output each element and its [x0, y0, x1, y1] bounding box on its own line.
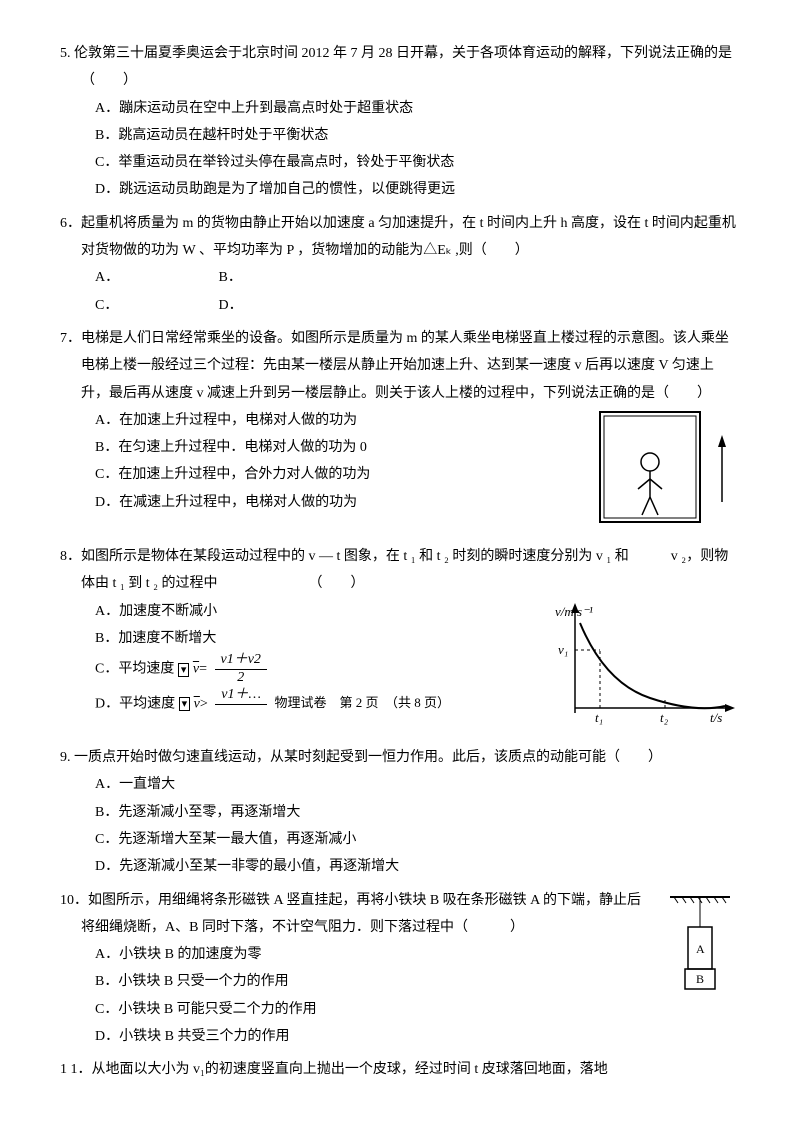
- axis-x-label: t/s: [710, 710, 722, 725]
- q8-stem: 8．如图所示是物体在某段运动过程中的 v — t 图象，在 t ₁ 和 t ₂ …: [81, 543, 740, 598]
- q7-figure: [590, 407, 740, 537]
- q8-figure: v/m·s⁻¹ v₁ t₁ t₂ t/s: [550, 598, 740, 738]
- q10-opt-d: D．小铁块 B 共受三个力的作用: [95, 1023, 650, 1050]
- question-10: 10．如图所示，用细绳将条形磁铁 A 竖直挂起，再将小铁块 B 吸在条形磁铁 A…: [60, 887, 740, 1051]
- q6-opt-b: B．: [219, 264, 339, 291]
- q8-options: A．加速度不断减小 B．加速度不断增大 C．平均速度 ▾ v= v1＋v2 2 …: [95, 598, 540, 722]
- v1-label: v₁: [558, 642, 568, 657]
- question-11: 1 1．从地面以大小为 v₁的初速度竖直向上抛出一个皮球，经过时间 t 皮球落回…: [60, 1056, 740, 1083]
- q7-options: A．在加速上升过程中，电梯对人做的功为 B．在匀速上升过程中．电梯对人做的功为 …: [95, 407, 580, 516]
- q8-c-prefix: C．平均速度: [95, 662, 174, 677]
- box-icon: ▾: [178, 663, 190, 677]
- question-6: 6．起重机将质量为 m 的货物由静止开始以加速度 a 匀加速提升，在 t 时间内…: [60, 210, 740, 319]
- q6-opt-c: C．: [95, 292, 215, 319]
- q7-opt-c: C．在加速上升过程中，合外力对人做的功为: [95, 461, 580, 488]
- q10-opt-b: B．小铁块 B 只受一个力的作用: [95, 968, 650, 995]
- q5-opt-a: A．蹦床运动员在空中上升到最高点时处于超重状态: [95, 95, 740, 122]
- q7-opt-d: D．在减速上升过程中，电梯对人做的功为: [95, 489, 580, 516]
- q9-stem: 9. 一质点开始时做匀速直线运动，从某时刻起受到一恒力作用。此后，该质点的动能可…: [81, 744, 740, 771]
- q7-stem: 7．电梯是人们日常经常乘坐的设备。如图所示是质量为 m 的某人乘坐电梯竖直上楼过…: [81, 325, 740, 407]
- question-9: 9. 一质点开始时做匀速直线运动，从某时刻起受到一恒力作用。此后，该质点的动能可…: [60, 744, 740, 880]
- q8-d-eq: >: [200, 696, 208, 711]
- q5-opt-d: D．跳远运动员助跑是为了增加自己的惯性，以便跳得更远: [95, 176, 740, 203]
- q5-options: A．蹦床运动员在空中上升到最高点时处于超重状态 B．跳高运动员在越杆时处于平衡状…: [95, 95, 740, 204]
- q5-stem: 5. 伦敦第三十届夏季奥运会于北京时间 2012 年 7 月 28 日开幕，关于…: [81, 40, 740, 95]
- q9-options: A．一直增大 B．先逐渐减小至零，再逐渐增大 C．先逐渐增大至某一最大值，再逐渐…: [95, 771, 740, 880]
- fraction-icon: v1＋…: [215, 687, 267, 722]
- q7-opt-a: A．在加速上升过程中，电梯对人做的功为: [95, 407, 580, 434]
- question-5: 5. 伦敦第三十届夏季奥运会于北京时间 2012 年 7 月 28 日开幕，关于…: [60, 40, 740, 204]
- q7-opt-b: B．在匀速上升过程中．电梯对人做的功为 0: [95, 434, 580, 461]
- vt-graph-icon: v/m·s⁻¹ v₁ t₁ t₂ t/s: [550, 598, 740, 728]
- q8-c-eq: =: [199, 662, 207, 677]
- q6-options: A． B． C． D．: [95, 264, 740, 319]
- q10-opt-c: C．小铁块 B 可能只受二个力的作用: [95, 996, 650, 1023]
- fraction-icon: v1＋v2 2: [215, 652, 267, 687]
- q10-stem: 10．如图所示，用细绳将条形磁铁 A 竖直挂起，再将小铁块 B 吸在条形磁铁 A…: [81, 887, 650, 942]
- question-8: 8．如图所示是物体在某段运动过程中的 v — t 图象，在 t ₁ 和 t ₂ …: [60, 543, 740, 738]
- magnet-a-label: A: [696, 942, 705, 956]
- q8-opt-c: C．平均速度 ▾ v= v1＋v2 2: [95, 652, 540, 687]
- q9-opt-c: C．先逐渐增大至某一最大值，再逐渐减小: [95, 826, 740, 853]
- frac-den: 2: [215, 670, 267, 687]
- elevator-icon: [590, 407, 740, 527]
- q8-opt-d: D．平均速度 ▾ v> v1＋… 物理试卷 第 2 页 （共 8 页）: [95, 687, 540, 722]
- q8-opt-a: A．加速度不断减小: [95, 598, 540, 625]
- axis-y-label: v/m·s⁻¹: [555, 604, 593, 619]
- t2-label: t₂: [660, 710, 669, 725]
- q10-figure: A B: [660, 887, 740, 1017]
- q11-stem: 1 1．从地面以大小为 v₁的初速度竖直向上抛出一个皮球，经过时间 t 皮球落回…: [81, 1056, 740, 1083]
- q6-opt-a: A．: [95, 264, 215, 291]
- q9-opt-a: A．一直增大: [95, 771, 740, 798]
- magnet-icon: A B: [660, 887, 740, 1007]
- question-7: 7．电梯是人们日常经常乘坐的设备。如图所示是质量为 m 的某人乘坐电梯竖直上楼过…: [60, 325, 740, 537]
- box-icon: ▾: [179, 697, 191, 711]
- q9-opt-b: B．先逐渐减小至零，再逐渐增大: [95, 799, 740, 826]
- q8-d-prefix: D．平均速度: [95, 696, 175, 711]
- frac-num2: v1＋…: [215, 687, 267, 705]
- frac-num: v1＋v2: [215, 652, 267, 670]
- page-footer-inline: 物理试卷 第 2 页 （共 8 页）: [274, 695, 450, 710]
- q9-opt-d: D．先逐渐减小至某一非零的最小值，再逐渐增大: [95, 853, 740, 880]
- q6-stem: 6．起重机将质量为 m 的货物由静止开始以加速度 a 匀加速提升，在 t 时间内…: [81, 210, 740, 265]
- q10-opt-a: A．小铁块 B 的加速度为零: [95, 941, 650, 968]
- magnet-b-label: B: [696, 972, 704, 986]
- q6-opt-d: D．: [219, 292, 339, 319]
- frac-den2: [215, 705, 267, 722]
- q5-opt-c: C．举重运动员在举铃过头停在最高点时，铃处于平衡状态: [95, 149, 740, 176]
- q8-opt-b: B．加速度不断增大: [95, 625, 540, 652]
- q5-opt-b: B．跳高运动员在越杆时处于平衡状态: [95, 122, 740, 149]
- t1-label: t₁: [595, 710, 603, 725]
- q10-options: A．小铁块 B 的加速度为零 B．小铁块 B 只受一个力的作用 C．小铁块 B …: [95, 941, 650, 1050]
